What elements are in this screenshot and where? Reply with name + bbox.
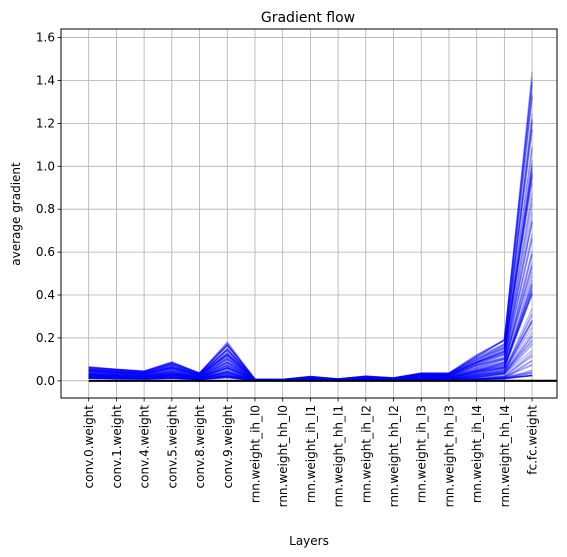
y-tick-label: 0.4 [36,288,55,302]
gradient-series-line [88,312,533,382]
gradient-series-line [88,287,533,382]
x-tick-label: rnn.weight_ih_l1 [304,405,318,503]
gradient-series-line [88,284,533,382]
gradient-series-line [88,95,533,381]
gradient-series-line [88,271,533,381]
gradient-series-line [88,285,533,381]
gradient-series-line [88,265,533,381]
y-tick-label: 0.0 [36,374,55,388]
gradient-series-line [88,170,533,381]
gradient-series-line [88,197,533,381]
gradient-series-line [88,237,533,381]
gradient-series-line [88,254,533,381]
gradient-series-line [88,275,533,382]
grid-lines [61,29,557,398]
x-tick-label: conv.9.weight [221,405,235,489]
y-tick-label: 1.0 [36,159,55,173]
gradient-series-line [88,93,533,381]
gradient-series-line [88,177,533,381]
gradient-series-line [88,129,533,381]
x-tick-label: rnn.weight_hh_l2 [387,405,401,507]
gradient-series-line [88,221,533,381]
gradient-series-line [88,289,533,382]
gradient-series-line [88,283,533,382]
x-axis-ticks: conv.0.weight conv.1.weight conv.4.weight c… [82,398,540,507]
gradient-series-line [88,280,533,381]
gradient-series-line [88,290,533,382]
gradient-series-line [88,113,533,381]
gradient-series-line [88,120,533,381]
gradient-series-line [88,250,533,381]
gradient-series-line [88,239,533,381]
x-tick-label: conv.4.weight [138,405,152,489]
gradient-series-line [88,166,533,381]
gradient-series-line [88,192,533,381]
x-tick-label: conv.8.weight [193,405,207,489]
plot-frame [60,28,558,399]
gradient-series-line [88,182,533,381]
gradient-series-line [88,119,533,381]
gradient-series-line [88,175,533,381]
gradient-series-line [88,174,533,381]
gradient-series-line [88,163,533,381]
gradient-series-line [88,319,533,382]
y-axis-label: average gradient [9,162,23,266]
y-axis-ticks: 0.0 0.2 0.4 0.6 0.8 1.0 1.2 1.4 1.6 [36,31,61,388]
gradient-series-line [88,212,533,381]
gradient-series-line [88,293,533,382]
gradient-series-line [88,71,533,381]
gradient-series-line [88,319,533,382]
x-tick-label: rnn.weight_hh_l4 [498,405,512,507]
x-tick-label: rnn.weight_hh_l0 [276,405,290,507]
y-tick-label: 0.8 [36,202,55,216]
y-tick-label: 1.2 [36,116,55,130]
x-tick-label: conv.1.weight [110,405,124,489]
x-tick-label: rnn.weight_ih_l0 [248,405,262,503]
gradient-series-line [88,262,533,381]
gradient-series-line [88,203,533,381]
gradient-series-line [88,291,533,382]
x-tick-label: rnn.weight_hh_l3 [442,405,456,507]
y-tick-label: 1.6 [36,31,55,45]
gradient-series-line [88,219,533,381]
x-tick-label: conv.0.weight [82,405,96,489]
gradient-series-line [88,97,533,381]
x-tick-label: rnn.weight_hh_l1 [332,405,346,507]
gradient-series-line [88,293,533,381]
gradient-series-line [88,76,533,381]
gradient-series-line [88,81,533,381]
gradient-series-line [88,314,533,382]
gradient-series-line [88,159,533,381]
gradient-series-line [88,222,533,381]
x-tick-label: conv.5.weight [165,405,179,489]
chart-title: Gradient flow [261,10,355,26]
y-tick-label: 0.2 [36,331,55,345]
gradient-series-line [88,322,533,382]
gradient-series-line [88,84,533,381]
gradient-series-line [88,146,533,381]
gradient-series-line [88,308,533,382]
gradient-series-line [88,129,533,381]
gradient-series-line [88,253,533,381]
gradient-series-line [88,293,533,381]
x-tick-label: rnn.weight_ih_l3 [415,405,429,503]
x-tick-label: rnn.weight_ih_l2 [359,405,373,503]
gradient-series-line [88,122,533,381]
gradient-series-line [88,172,533,381]
gradient-series-line [88,167,533,381]
gradient-series-line [88,266,533,381]
gradient-series-line [88,81,533,381]
y-tick-label: 1.4 [36,73,55,87]
y-tick-label: 0.6 [36,245,55,259]
gradient-series-line [88,148,533,381]
x-axis-label: Layers [289,534,329,548]
x-tick-label: fc.fc.weight [526,405,540,475]
gradient-series-line [88,233,533,381]
x-tick-label: rnn.weight_ih_l4 [470,405,484,503]
